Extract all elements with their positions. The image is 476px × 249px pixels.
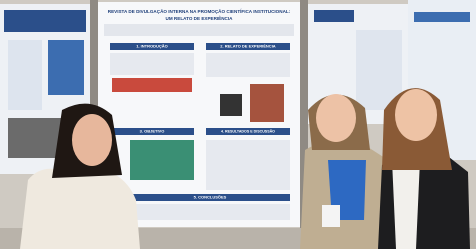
section-title: 1. INTRODUÇÃO (136, 44, 168, 49)
section-title: 4. RESULTADOS E DISCUSSÃO (221, 128, 275, 133)
person-left-jacket (20, 168, 140, 249)
qr-code (220, 94, 242, 116)
person-left-face (72, 114, 112, 166)
poster-subtitle: UM RELATO DE EXPERIÊNCIA (166, 14, 234, 21)
far-right-poster-header (414, 12, 470, 22)
text-block (130, 204, 290, 220)
section-title: 3. OBJETIVO (140, 129, 165, 134)
badge (322, 205, 340, 227)
authors-block (104, 24, 294, 36)
person-right-face (395, 89, 437, 141)
person-right-shirt (392, 160, 420, 249)
chart-block (130, 140, 194, 180)
poster-title: REVISTA DE DIVULGAÇÃO INTERNA NA PROMOÇÃ… (108, 7, 291, 14)
section-title: 5. CONCLUSÕES (194, 195, 227, 200)
left-poster-header (4, 10, 86, 32)
highlight-box (112, 78, 192, 92)
section-title: 2. RELATO DE EXPERIÊNCIA (220, 44, 276, 49)
left-poster-block (8, 40, 42, 110)
person-middle-face (316, 94, 356, 142)
text-block (206, 53, 290, 77)
text-block (206, 140, 290, 190)
right-poster-header (314, 10, 354, 22)
text-block (110, 53, 194, 75)
left-poster-block (48, 40, 84, 95)
poster-image (250, 84, 284, 122)
photo: REVISTA DE DIVULGAÇÃO INTERNA NA PROMOÇÃ… (0, 0, 476, 249)
